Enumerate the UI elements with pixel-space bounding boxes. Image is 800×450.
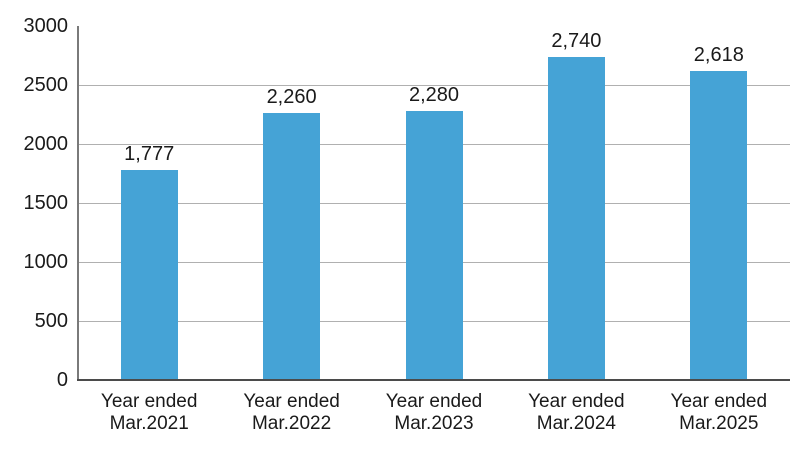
x-axis-label-line: Year ended xyxy=(385,391,483,412)
bar xyxy=(263,113,321,380)
x-axis-label: Year ended Mar.2024 xyxy=(496,391,656,435)
x-axis-label-line: Mar.2022 xyxy=(251,413,332,434)
x-axis-label-line: Mar.2023 xyxy=(394,413,474,434)
x-axis-label-line: Year ended xyxy=(243,391,340,412)
y-tick-label: 0 xyxy=(56,369,68,391)
y-tick-label: 1500 xyxy=(23,192,69,214)
x-axis-label: Year ended Mar.2022 xyxy=(212,391,372,435)
bar xyxy=(547,56,605,380)
bar-value-label: 2,280 xyxy=(408,83,460,106)
gridline xyxy=(78,84,790,86)
y-tick-label: 500 xyxy=(34,310,68,332)
x-axis-label: Year ended Mar.2023 xyxy=(354,391,514,435)
x-axis-label-line: Mar.2024 xyxy=(536,413,616,434)
x-axis-line xyxy=(77,379,790,381)
bar xyxy=(405,110,463,380)
bar-value-label: 1,777 xyxy=(124,143,175,166)
bar xyxy=(120,170,178,380)
y-tick-label: 1000 xyxy=(23,251,69,273)
y-tick-label: 3000 xyxy=(23,15,69,37)
bar-value-label: 2,618 xyxy=(693,44,744,67)
bar-value-label: 2,260 xyxy=(266,86,317,109)
x-axis-label-line: Year ended xyxy=(670,391,768,412)
bar xyxy=(690,71,748,380)
x-axis-label: Year ended Mar.2021 xyxy=(69,391,229,435)
y-tick-label: 2500 xyxy=(23,74,69,96)
x-axis-label-line: Mar.2021 xyxy=(109,413,189,434)
x-axis-label: Year ended Mar.2025 xyxy=(639,391,799,435)
x-axis-label-line: Year ended xyxy=(100,391,198,412)
bar-value-label: 2,740 xyxy=(551,29,602,52)
y-tick-label: 2000 xyxy=(23,133,69,155)
x-axis-label-line: Year ended xyxy=(528,391,625,412)
x-axis-label-line: Mar.2025 xyxy=(679,413,759,434)
y-axis-line xyxy=(77,26,79,380)
